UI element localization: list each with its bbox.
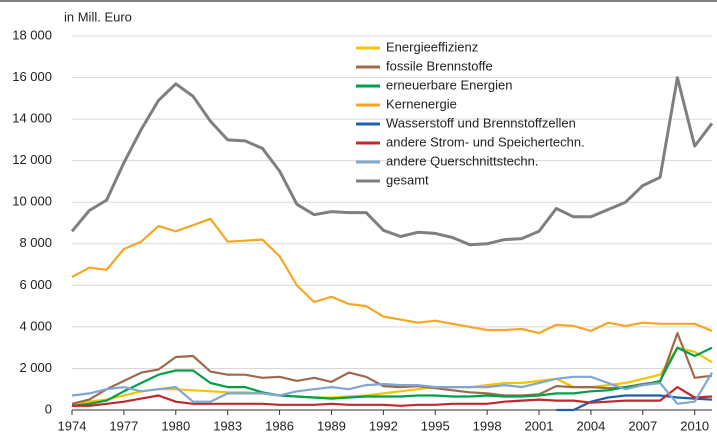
legend-label: fossile Brennstoffe [386,58,493,73]
y-tick-label: 12 000 [12,152,52,167]
x-tick-label: 1980 [161,418,190,433]
line-series [71,217,713,335]
y-tick-label: 18 000 [12,27,52,42]
y-axis-label: in Mill. Euro [64,9,132,24]
legend-label: Energieeffizienz [386,39,478,54]
x-tick-label: 2004 [576,418,605,433]
y-tick-label: 16 000 [12,69,52,84]
x-tick-label: 1989 [317,418,346,433]
line-series [70,76,714,247]
x-tick-label: 1986 [265,418,294,433]
line-series [72,386,713,407]
y-tick-label: 6 000 [19,277,52,292]
x-tick-label: 2007 [628,418,657,433]
x-tick-label: 1995 [421,418,450,433]
legend-label: Wasserstoff und Brennstoffzellen [386,115,576,130]
line-series [71,332,713,405]
x-tick-label: 2010 [680,418,709,433]
y-tick-label: 0 [45,401,52,416]
x-tick-label: 1992 [369,418,398,433]
legend-label: andere Strom- und Speichertechn. [386,134,585,149]
y-tick-label: 8 000 [19,235,52,250]
x-tick-label: 1983 [213,418,242,433]
line-series [71,346,713,407]
legend-label: andere Querschnittstechn. [386,153,538,168]
y-tick-label: 10 000 [12,194,52,209]
y-tick-label: 2 000 [19,360,52,375]
line-series [71,372,713,405]
x-tick-label: 2001 [525,418,554,433]
legend-label: Kernenergie [386,96,457,111]
x-tick-label: 1998 [473,418,502,433]
x-tick-label: 1977 [109,418,138,433]
line-series [71,346,713,405]
y-tick-label: 4 000 [19,318,52,333]
legend-label: erneuerbare Energien [386,77,512,92]
legend-label: gesamt [386,172,429,187]
line-series [556,394,713,412]
y-tick-label: 14 000 [12,111,52,126]
x-tick-label: 1974 [58,418,87,433]
